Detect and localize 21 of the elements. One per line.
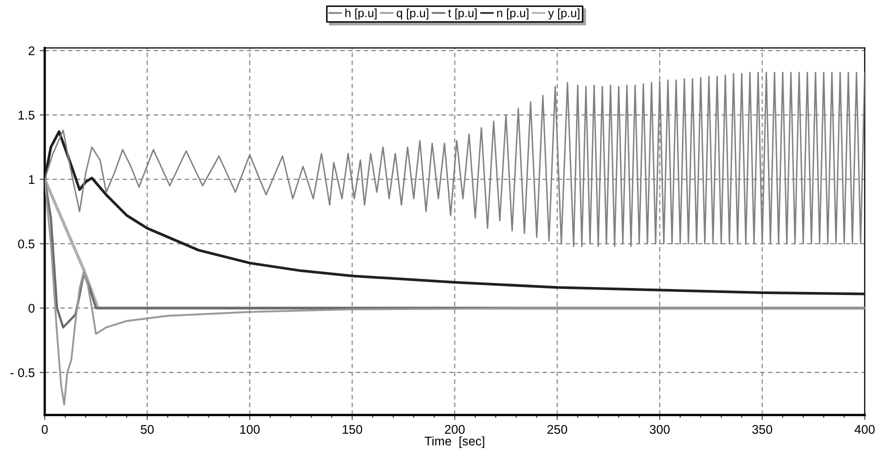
x-tick-label: 150 [342,425,362,434]
x-tick-label: 100 [240,425,260,434]
y-tick-label: 1 [29,175,34,184]
legend-label: y [p.u] [548,8,580,20]
legend-label: h [p.u] [345,8,377,20]
x-tick-label: 300 [650,425,670,434]
x-tick-label: 250 [547,425,568,434]
y-tick-label: 0.5 [18,240,34,248]
y-tick-label: 0 [28,304,35,313]
y-tick-label: 1.5 [18,110,34,120]
y-tick-label: 2 [28,46,34,56]
x-tick-label: 400 [854,425,875,434]
x-tick-label: 350 [752,425,772,434]
x-tick-label: 200 [444,425,465,434]
x-axis-title: Time [sec] [424,436,484,448]
legend-label: n [p.u] [497,8,528,20]
x-tick-label: 0 [42,425,48,434]
legend-label: q [p.u] [396,8,428,20]
y-tick-label: - 0.5 [10,368,34,378]
legend-label: t [p.u] [448,8,477,20]
x-tick-label: 50 [140,425,154,434]
